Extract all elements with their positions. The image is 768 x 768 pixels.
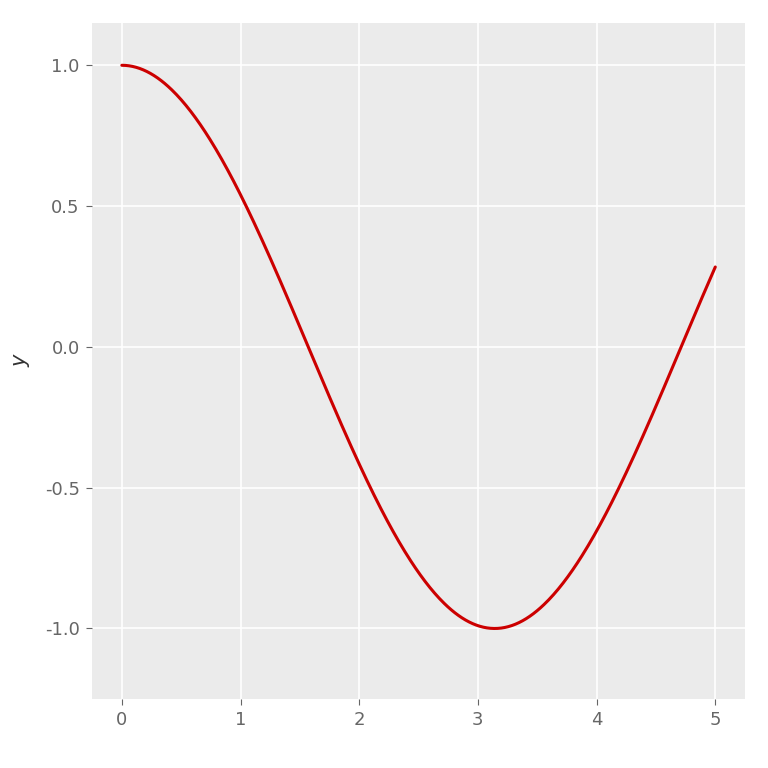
Y-axis label: y: y <box>11 355 31 367</box>
